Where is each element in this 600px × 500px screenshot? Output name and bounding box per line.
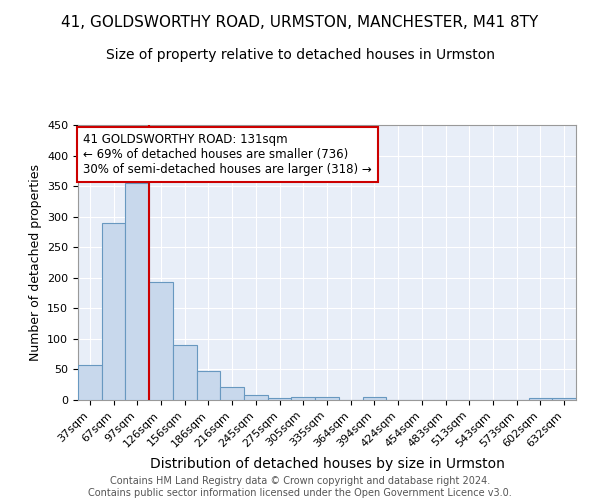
Text: 41, GOLDSWORTHY ROAD, URMSTON, MANCHESTER, M41 8TY: 41, GOLDSWORTHY ROAD, URMSTON, MANCHESTE… [61, 15, 539, 30]
Bar [125, 183, 149, 400]
X-axis label: Distribution of detached houses by size in Urmston: Distribution of detached houses by size … [149, 457, 505, 471]
Bar [315, 397, 339, 400]
Bar [292, 397, 315, 400]
Text: 41 GOLDSWORTHY ROAD: 131sqm
← 69% of detached houses are smaller (736)
30% of se: 41 GOLDSWORTHY ROAD: 131sqm ← 69% of det… [83, 133, 372, 176]
Text: Size of property relative to detached houses in Urmston: Size of property relative to detached ho… [106, 48, 494, 62]
Bar [173, 345, 197, 400]
Bar [552, 398, 576, 400]
Bar [78, 364, 102, 400]
Bar [220, 387, 244, 400]
Text: Contains HM Land Registry data © Crown copyright and database right 2024.
Contai: Contains HM Land Registry data © Crown c… [88, 476, 512, 498]
Bar [268, 398, 292, 400]
Bar [244, 394, 268, 400]
Bar [529, 398, 552, 400]
Bar [149, 282, 173, 400]
Y-axis label: Number of detached properties: Number of detached properties [29, 164, 41, 361]
Bar [102, 223, 125, 400]
Bar [197, 372, 220, 400]
Bar [362, 397, 386, 400]
